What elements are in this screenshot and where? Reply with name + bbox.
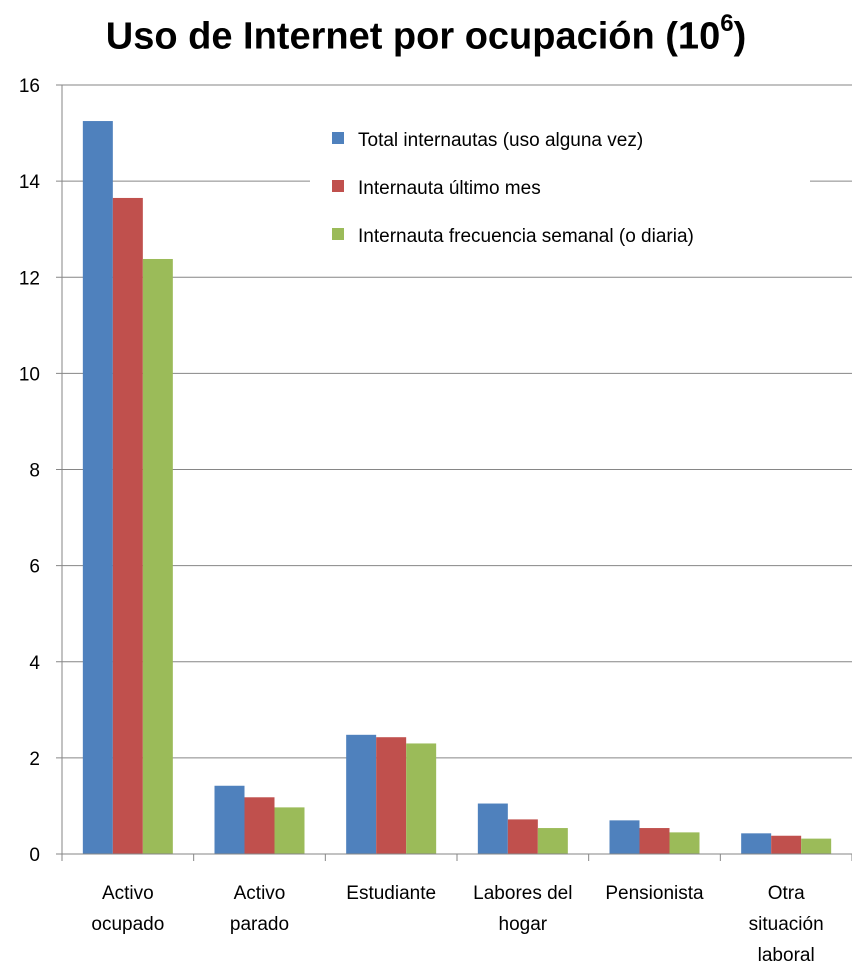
bar-3 — [274, 807, 305, 854]
x-tick-label: Pensionista — [605, 883, 704, 904]
chart-title-close: ) — [733, 15, 747, 58]
bar-3 — [537, 828, 568, 854]
x-tick-label-line: Activo — [102, 883, 154, 904]
y-tick-label: 6 — [29, 557, 40, 578]
bar-2 — [771, 835, 802, 854]
bar-1 — [82, 121, 113, 854]
bar-3 — [406, 743, 437, 854]
x-tick-label: Estudiante — [346, 883, 436, 904]
bar-3 — [142, 258, 173, 855]
axes: 0 2 4 6 8 10 12 14 16 Activo ocupado Activo parado Es… — [19, 76, 852, 966]
legend: Total internautas (uso alguna vez) Intern… — [310, 89, 810, 247]
legend-label: Total internautas (uso alguna vez) — [358, 130, 643, 151]
bar-1 — [741, 833, 772, 854]
bar-2 — [376, 737, 407, 854]
bar-1 — [346, 734, 377, 854]
x-tick-label-line: Estudiante — [346, 883, 436, 904]
bar-1 — [477, 803, 508, 854]
bar-2 — [244, 797, 275, 854]
legend-box — [310, 89, 810, 239]
x-tick-label: Labores del hogar — [473, 883, 572, 935]
bar-2 — [639, 828, 670, 854]
bar-3 — [801, 838, 832, 854]
chart-title-exponent: 6 — [720, 10, 734, 37]
x-tick-label-line: parado — [230, 914, 289, 935]
legend-swatch — [332, 132, 344, 144]
y-tick-label: 14 — [19, 172, 41, 193]
x-tick-label-line: hogar — [499, 914, 548, 935]
bars — [82, 121, 832, 855]
y-tick-label: 0 — [29, 845, 40, 866]
y-tick-label: 2 — [29, 749, 40, 770]
bar-2 — [112, 197, 143, 854]
legend-label: Internauta último mes — [358, 178, 541, 199]
legend-swatch — [332, 228, 344, 240]
y-tick-label: 8 — [29, 461, 40, 482]
bar-3 — [669, 832, 700, 854]
x-tick-label-line: Pensionista — [605, 883, 704, 904]
x-tick-label: Activo parado — [230, 883, 289, 935]
chart-title: Uso de Internet por ocupación (106) — [0, 10, 852, 59]
y-tick-label: 12 — [19, 268, 40, 289]
x-tick-label-line: Labores del — [473, 883, 572, 904]
bar-2 — [507, 819, 538, 854]
legend-label: Internauta frecuencia semanal (o diaria) — [358, 226, 694, 247]
x-tick-label-line: Activo — [234, 883, 286, 904]
chart-title-text: Uso de Internet por ocupación (10 — [105, 15, 721, 58]
x-tick-label-line: situación — [749, 914, 824, 935]
x-tick-label: Otra situación laboral — [749, 883, 824, 966]
y-tick-label: 10 — [19, 364, 40, 385]
y-tick-label: 16 — [19, 76, 40, 97]
x-tick-label: Activo ocupado — [91, 883, 164, 935]
legend-swatch — [332, 180, 344, 192]
bar-1 — [609, 820, 640, 854]
x-tick-label-line: ocupado — [91, 914, 164, 935]
bar-1 — [214, 785, 245, 854]
y-tick-label: 4 — [29, 653, 40, 674]
x-tick-label-line: Otra — [768, 883, 805, 904]
x-tick-label-line: laboral — [758, 945, 815, 966]
